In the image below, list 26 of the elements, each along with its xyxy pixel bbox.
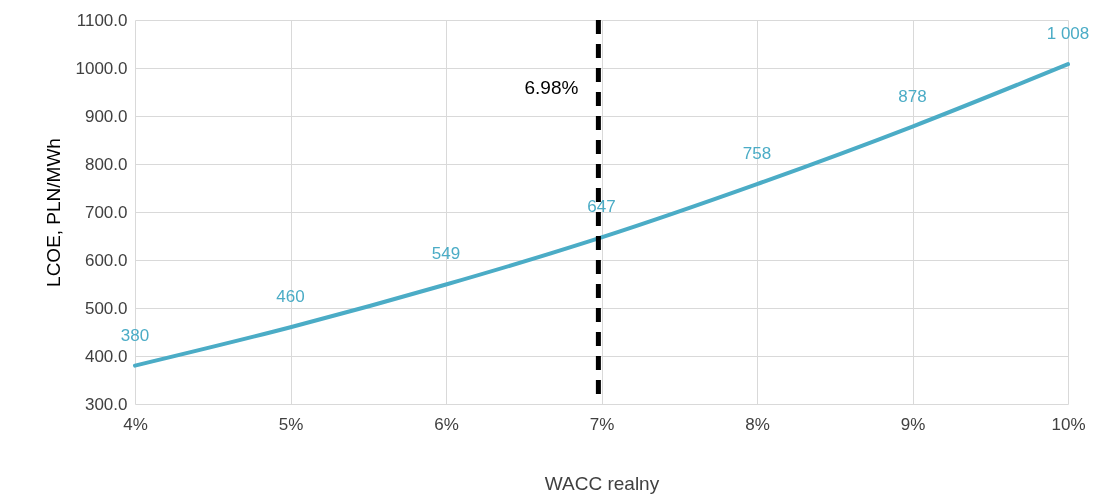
y-tick-label: 500.0 bbox=[84, 298, 128, 318]
y-tick-label: 1100.0 bbox=[76, 10, 128, 30]
y-tick-label: 300.0 bbox=[84, 394, 128, 414]
data-label: 878 bbox=[898, 86, 927, 106]
x-tick-label: 4% bbox=[123, 414, 148, 434]
y-tick-label: 1000.0 bbox=[75, 58, 128, 78]
data-label: 758 bbox=[742, 144, 772, 164]
y-tick-label: 900.0 bbox=[84, 106, 128, 126]
y-tick-label: 400.0 bbox=[84, 346, 128, 366]
x-tick-label: 10% bbox=[1051, 414, 1086, 434]
data-label: 1 008 bbox=[1046, 24, 1090, 44]
y-tick-label: 600.0 bbox=[84, 250, 128, 270]
data-label: 380 bbox=[120, 325, 150, 345]
x-tick-label: 7% bbox=[589, 414, 615, 434]
x-tick-label: 8% bbox=[745, 414, 770, 434]
x-tick-label: 9% bbox=[900, 414, 926, 434]
y-axis-title: LCOE, PLN/MWh bbox=[42, 138, 64, 287]
data-label: 460 bbox=[276, 287, 305, 307]
x-tick-label: 6% bbox=[434, 414, 459, 434]
y-tick-label: 800.0 bbox=[84, 154, 128, 174]
ref-line-label: 6.98% bbox=[524, 77, 579, 98]
y-tick-label: 700.0 bbox=[84, 202, 128, 222]
x-axis-title: WACC realny bbox=[544, 472, 660, 494]
x-tick-label: 5% bbox=[278, 414, 304, 434]
data-label: 647 bbox=[587, 197, 616, 217]
data-label: 549 bbox=[431, 244, 461, 264]
